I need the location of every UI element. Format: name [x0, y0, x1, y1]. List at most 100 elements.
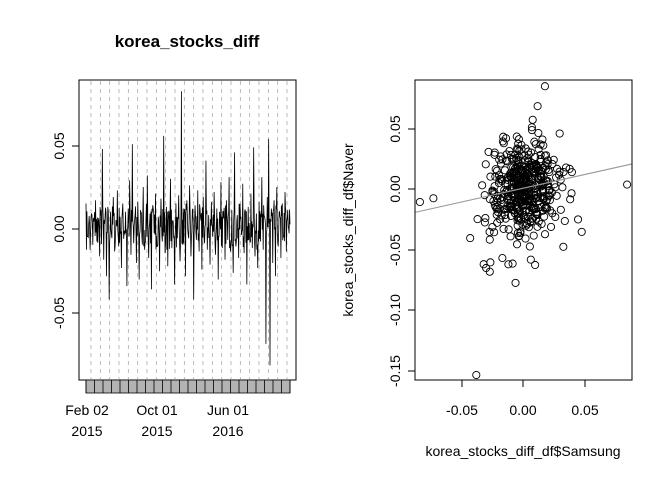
- scatter-point: [536, 150, 545, 159]
- scatter-point: [531, 152, 540, 162]
- scatter-point: [507, 163, 516, 172]
- scatter-point: [521, 177, 530, 186]
- scatter-point: [530, 137, 539, 146]
- right-x-axis: -0.05 0.00 0.05: [446, 379, 599, 418]
- scatter-point: [493, 218, 502, 227]
- scatter-point: [491, 202, 500, 212]
- scatter-point: [523, 220, 532, 229]
- right-x-axis-label: korea_stocks_diff_df$Samsung: [425, 443, 620, 459]
- scatter-point: [534, 145, 543, 154]
- left-x-tick-label: Jun 01: [207, 402, 249, 418]
- scatter-point: [504, 260, 513, 269]
- scatter-point: [539, 194, 548, 204]
- left-y-tick-label: -0.05: [51, 297, 67, 329]
- scatter-point: [486, 172, 495, 181]
- scatter-point: [480, 191, 489, 200]
- scatter-point: [558, 183, 567, 192]
- left-x-tick-label: Oct 01: [136, 402, 177, 418]
- scatter-point: [499, 224, 508, 233]
- scatter-point: [555, 167, 564, 176]
- scatter-point: [513, 221, 522, 230]
- scatter-point: [549, 155, 558, 164]
- scatter-point: [506, 150, 516, 159]
- right-y-tick-label: -0.10: [387, 294, 403, 326]
- left-chart-title: korea_stocks_diff: [115, 32, 260, 51]
- scatter-point: [498, 254, 507, 263]
- scatter-point: [512, 240, 522, 249]
- scatter-point: [478, 181, 487, 190]
- scatter-point: [515, 164, 524, 173]
- scatter-point: [545, 168, 554, 177]
- scatter-point: [534, 203, 543, 212]
- scatter-point: [566, 195, 575, 204]
- scatter-point: [514, 197, 523, 206]
- left-x-tick-label: 2016: [212, 423, 243, 439]
- scatter-point: [540, 230, 550, 239]
- scatter-point: [530, 172, 539, 181]
- scatter-point: [509, 168, 518, 177]
- scatter-point: [520, 197, 529, 206]
- scatter-point: [490, 182, 499, 191]
- scatter-point: [492, 205, 501, 214]
- regression-line-path: [414, 163, 633, 213]
- scatter-point: [519, 166, 528, 175]
- scatter-point: [543, 156, 552, 165]
- scatter-point: [466, 234, 475, 243]
- scatter-point: [495, 155, 504, 164]
- scatter-point: [513, 209, 522, 218]
- scatter-point: [511, 197, 520, 207]
- scatter-point: [527, 214, 536, 223]
- scatter-point: [503, 173, 512, 182]
- scatter-point: [503, 157, 512, 166]
- scatter-point: [488, 222, 497, 232]
- scatter-point: [515, 183, 524, 192]
- scatter-point: [525, 192, 534, 201]
- scatter-point: [521, 206, 530, 215]
- scatter-point: [542, 196, 551, 206]
- scatter-point: [522, 191, 531, 200]
- scatter-point: [534, 217, 543, 226]
- scatter-point: [515, 152, 524, 161]
- scatter-point: [497, 176, 506, 186]
- vertical-gridlines: [90, 81, 288, 379]
- scatter-point: [533, 192, 542, 202]
- scatter-point: [531, 260, 540, 270]
- scatter-point: [505, 146, 514, 156]
- scatter-point: [499, 139, 508, 148]
- scatter-point: [490, 148, 499, 157]
- scatter-point: [555, 170, 564, 179]
- scatter-point: [555, 129, 564, 138]
- scatter-point: [540, 82, 550, 91]
- series-line: [85, 91, 291, 366]
- scatter-point: [550, 180, 559, 189]
- scatter-point: [535, 171, 544, 180]
- scatter-point: [507, 177, 516, 186]
- scatter-panel: 0.05 0.00 -0.05 -0.10 -0.15 -0.05 0.00 0…: [340, 79, 633, 459]
- scatter-point: [522, 218, 531, 227]
- scatter-point: [481, 160, 490, 169]
- scatter-point: [623, 180, 632, 189]
- scatter-points: [415, 82, 632, 380]
- scatter-point: [577, 227, 586, 236]
- scatter-point: [553, 164, 562, 173]
- scatter-point: [526, 255, 535, 264]
- scatter-point: [559, 242, 568, 251]
- scatter-point: [485, 227, 494, 236]
- scatter-point: [500, 166, 509, 175]
- scatter-point: [491, 165, 500, 174]
- scatter-point: [481, 213, 490, 223]
- scatter-point: [567, 168, 576, 177]
- scatter-point: [567, 189, 576, 198]
- scatter-point: [473, 215, 482, 224]
- scatter-point: [531, 194, 540, 203]
- scatter-point: [546, 222, 556, 231]
- scatter-point: [495, 174, 504, 184]
- right-y-axis: 0.05 0.00 -0.05 -0.10 -0.15: [387, 115, 416, 387]
- left-x-tick-label: 2015: [141, 423, 172, 439]
- scatter-point: [547, 188, 556, 197]
- scatter-point: [485, 235, 494, 244]
- scatter-point: [574, 215, 583, 224]
- scatter-point: [509, 206, 518, 215]
- scatter-point: [490, 150, 499, 159]
